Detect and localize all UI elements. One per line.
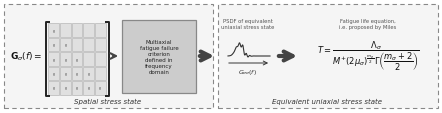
Bar [72,81,82,95]
Text: $R$: $R$ [52,56,56,63]
Text: $R$: $R$ [87,85,91,92]
Text: Multiaxial
fatigue failure
criterion
defined in
frequency
domain: Multiaxial fatigue failure criterion def… [140,40,179,74]
Text: $\mathbf{G}_{\sigma}(f)=$: $\mathbf{G}_{\sigma}(f)=$ [10,50,42,63]
Bar [95,67,106,80]
Text: Equivalent uniaxial stress state: Equivalent uniaxial stress state [272,98,382,104]
Bar [60,38,71,52]
Text: PSDF of equivalent
uniaxial stress state: PSDF of equivalent uniaxial stress state [221,19,274,29]
Text: $R$: $R$ [52,27,56,34]
Bar [72,38,82,52]
Bar [218,5,438,108]
Bar [4,5,213,108]
Bar [60,81,71,95]
Text: $R$: $R$ [87,70,91,77]
Bar [72,53,82,66]
Bar [122,21,196,93]
Bar [95,24,106,38]
Text: $R$: $R$ [52,42,56,49]
Bar [60,53,71,66]
Bar [95,38,106,52]
Text: $R$: $R$ [64,85,67,92]
Text: $R$: $R$ [98,85,102,92]
Bar [83,67,94,80]
Bar [95,81,106,95]
Text: Spatial stress state: Spatial stress state [74,98,141,104]
Bar [49,67,59,80]
Text: $R$: $R$ [75,70,79,77]
Bar [83,24,94,38]
Text: Fatigue life equation,
i.e. proposed by Miles: Fatigue life equation, i.e. proposed by … [339,19,396,29]
Bar [83,81,94,95]
Text: $R$: $R$ [64,42,67,49]
Bar [83,38,94,52]
Bar [72,24,82,38]
Text: $R$: $R$ [52,85,56,92]
Text: $R$: $R$ [75,85,79,92]
Bar [83,53,94,66]
Bar [60,24,71,38]
Bar [49,38,59,52]
Text: $T=\dfrac{\Lambda_{\sigma}}{M^{+}(2\mu_{\sigma})^{\frac{m_{\sigma}}{2}}\,\Gamma\: $T=\dfrac{\Lambda_{\sigma}}{M^{+}(2\mu_{… [316,39,419,72]
Text: $R$: $R$ [52,70,56,77]
Bar [60,67,71,80]
Bar [49,24,59,38]
Bar [49,81,59,95]
Bar [49,53,59,66]
Text: $G_{\sigma\sigma}(f)$: $G_{\sigma\sigma}(f)$ [239,67,258,76]
Bar [95,53,106,66]
Text: $R$: $R$ [64,70,67,77]
Text: $R$: $R$ [75,56,79,63]
Text: $R$: $R$ [64,56,67,63]
Bar [72,67,82,80]
